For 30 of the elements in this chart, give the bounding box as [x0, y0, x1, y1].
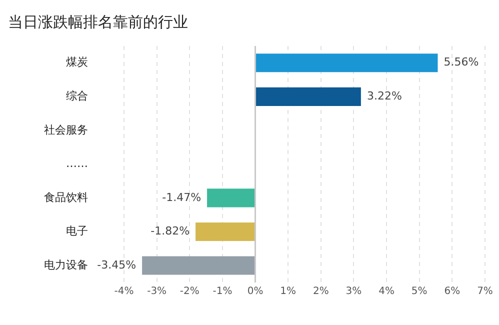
x-tick-label: 4% [378, 286, 394, 297]
y-tick-label: 电子 [66, 224, 88, 238]
y-tick-label: 社会服务 [44, 123, 88, 136]
x-tick-label: 2% [312, 286, 329, 297]
data-label: -1.47% [162, 190, 202, 204]
data-label: -3.45% [97, 258, 136, 272]
data-label: 5.56% [444, 56, 479, 69]
x-tick-label: 0% [247, 286, 264, 297]
x-tick-label: 3% [346, 286, 362, 297]
bar [256, 87, 361, 106]
y-tick-label: …… [66, 157, 88, 170]
chart-title: 当日涨跌幅排名靠前的行业 [8, 12, 188, 31]
x-tick-label: 7% [477, 286, 493, 297]
data-label: -1.82% [150, 224, 190, 238]
x-tick-label: 6% [444, 286, 460, 297]
data-label: 3.22% [366, 90, 402, 103]
bar [256, 54, 438, 72]
bar [196, 222, 255, 242]
y-tick-label: 电力设备 [44, 258, 88, 272]
x-tick-label: 1% [280, 286, 296, 297]
y-tick-label: 煤炭 [66, 56, 88, 69]
y-tick-label: 食品饮料 [44, 190, 88, 204]
x-tick-label: -4% [114, 286, 134, 297]
x-tick-label: 5% [411, 286, 428, 297]
x-tick-label: -2% [180, 286, 200, 297]
bar [207, 188, 255, 208]
x-tick-label: -1% [212, 286, 232, 297]
bar [142, 256, 255, 275]
x-tick-label: -3% [147, 286, 167, 297]
y-tick-label: 综合 [66, 90, 88, 103]
